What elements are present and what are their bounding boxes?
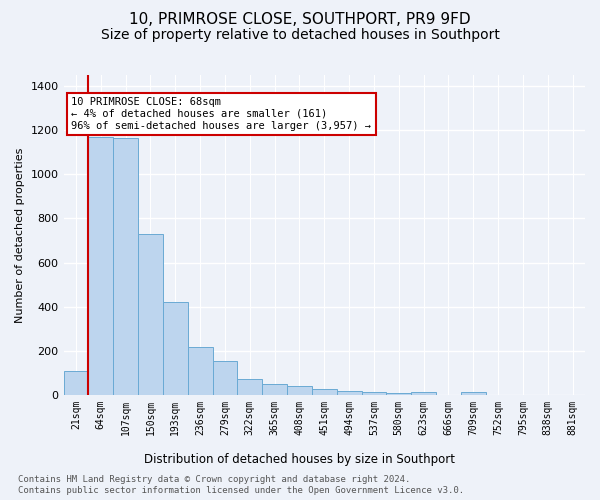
Text: 10 PRIMROSE CLOSE: 68sqm
← 4% of detached houses are smaller (161)
96% of semi-d: 10 PRIMROSE CLOSE: 68sqm ← 4% of detache… xyxy=(71,98,371,130)
Bar xyxy=(88,137,113,395)
Y-axis label: Number of detached properties: Number of detached properties xyxy=(15,148,25,322)
Bar xyxy=(238,380,262,395)
Text: Contains public sector information licensed under the Open Government Licence v3: Contains public sector information licen… xyxy=(18,486,464,495)
Bar xyxy=(262,384,287,395)
Text: Distribution of detached houses by size in Southport: Distribution of detached houses by size … xyxy=(145,452,455,466)
Bar xyxy=(64,372,88,395)
Bar xyxy=(138,234,163,395)
Bar xyxy=(287,386,312,395)
Bar xyxy=(411,392,436,395)
Bar xyxy=(312,390,337,395)
Bar xyxy=(461,392,485,395)
Text: Size of property relative to detached houses in Southport: Size of property relative to detached ho… xyxy=(101,28,499,42)
Text: Contains HM Land Registry data © Crown copyright and database right 2024.: Contains HM Land Registry data © Crown c… xyxy=(18,475,410,484)
Bar xyxy=(163,302,188,395)
Bar xyxy=(386,392,411,395)
Bar xyxy=(337,391,362,395)
Bar xyxy=(188,348,212,395)
Bar xyxy=(362,392,386,395)
Bar xyxy=(113,138,138,395)
Text: 10, PRIMROSE CLOSE, SOUTHPORT, PR9 9FD: 10, PRIMROSE CLOSE, SOUTHPORT, PR9 9FD xyxy=(129,12,471,28)
Bar xyxy=(212,360,238,395)
